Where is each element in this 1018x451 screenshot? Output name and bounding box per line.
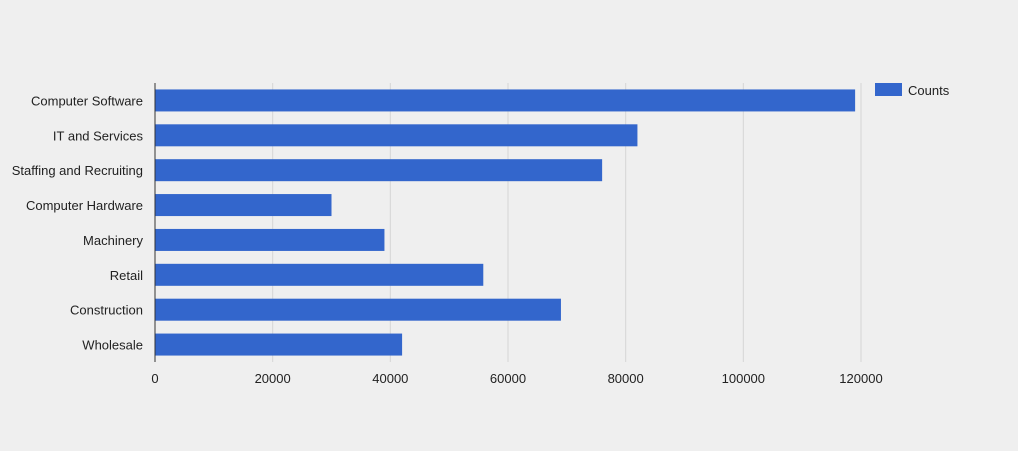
y-category-label: Computer Hardware	[26, 198, 143, 213]
x-tick-label: 60000	[490, 371, 526, 386]
y-category-label: Machinery	[83, 233, 143, 248]
bar	[155, 228, 385, 251]
y-category-label: Staffing and Recruiting	[12, 163, 143, 178]
x-tick-label: 0	[151, 371, 158, 386]
bar	[155, 333, 403, 356]
x-tick-label: 20000	[255, 371, 291, 386]
legend-swatch	[875, 83, 902, 96]
y-category-label: IT and Services	[53, 128, 144, 143]
y-category-label: Computer Software	[31, 93, 143, 108]
bar	[155, 89, 856, 112]
legend: Counts	[875, 83, 950, 98]
axes: 0 20000 40000 60000 80000 100000 120000 Compute…	[12, 83, 883, 386]
bar	[155, 298, 561, 321]
bar	[155, 124, 638, 147]
y-category-label: Retail	[110, 268, 143, 283]
x-tick-label: 120000	[839, 371, 882, 386]
x-tick-label: 80000	[608, 371, 644, 386]
y-category-label: Wholesale	[82, 338, 143, 353]
bars	[155, 89, 856, 356]
x-tick-label: 100000	[722, 371, 765, 386]
bar	[155, 194, 332, 217]
bar	[155, 159, 603, 182]
y-category-label: Construction	[70, 303, 143, 318]
bar	[155, 263, 484, 286]
x-tick-label: 40000	[372, 371, 408, 386]
legend-label: Counts	[908, 83, 950, 98]
